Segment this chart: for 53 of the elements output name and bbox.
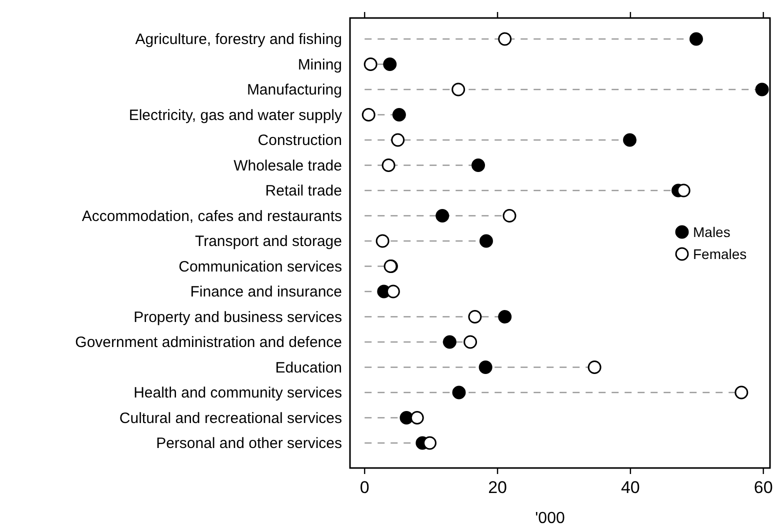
point	[479, 234, 493, 248]
y-tick-label: Health and community services	[134, 384, 342, 402]
point	[468, 310, 482, 324]
y-tick-label: Education	[275, 359, 342, 376]
y-tick-label: Property and business services	[134, 308, 342, 326]
point	[472, 158, 486, 172]
point	[588, 360, 602, 374]
point	[689, 32, 703, 46]
point	[502, 209, 516, 222]
point	[623, 133, 637, 147]
point	[400, 411, 414, 424]
point	[442, 335, 456, 349]
y-tick-label: Electricity, gas and water supply	[128, 106, 342, 124]
point	[362, 108, 376, 122]
y-tick-label: Accommodation, cafes and restaurants	[82, 208, 342, 225]
y-tick-label: Construction	[258, 132, 342, 149]
point	[422, 436, 436, 450]
y-tick-label: Mining	[298, 56, 342, 74]
legend-label: Males	[693, 224, 730, 240]
y-tick-label: Finance and insurance	[190, 284, 342, 300]
x-tick-label: 40	[620, 478, 640, 497]
y-tick-label: Transport and storage	[194, 233, 342, 250]
point	[498, 310, 512, 324]
y-tick-label: Manufacturing	[246, 82, 342, 98]
point	[478, 360, 492, 374]
point	[734, 386, 748, 400]
point	[676, 184, 690, 198]
point	[452, 82, 466, 96]
point	[755, 82, 769, 96]
y-tick-label: Government administration and defence	[75, 334, 342, 351]
point	[410, 411, 424, 424]
point	[383, 58, 397, 71]
y-tick-label: Agriculture, forestry and fishing	[135, 31, 342, 48]
point	[376, 234, 390, 248]
point	[464, 335, 478, 349]
x-tick-label: 0	[360, 478, 370, 497]
point	[364, 58, 378, 71]
y-tick-label: Communication services	[178, 258, 342, 276]
point	[452, 386, 466, 400]
y-tick-label: Wholesale trade	[234, 157, 342, 174]
point	[436, 209, 450, 222]
x-axis-title: '000	[535, 510, 565, 527]
point	[392, 108, 406, 122]
x-tick-label: 60	[754, 478, 773, 497]
point	[391, 133, 405, 147]
point	[386, 284, 400, 298]
legend-label: Females	[693, 246, 747, 262]
y-tick-label: Retail trade	[265, 182, 342, 200]
point	[498, 32, 512, 46]
y-tick-label: Cultural and recreational services	[119, 410, 342, 427]
x-tick-label: 20	[488, 478, 507, 497]
y-tick-label: Personal and other services	[156, 435, 342, 452]
point	[382, 158, 396, 172]
